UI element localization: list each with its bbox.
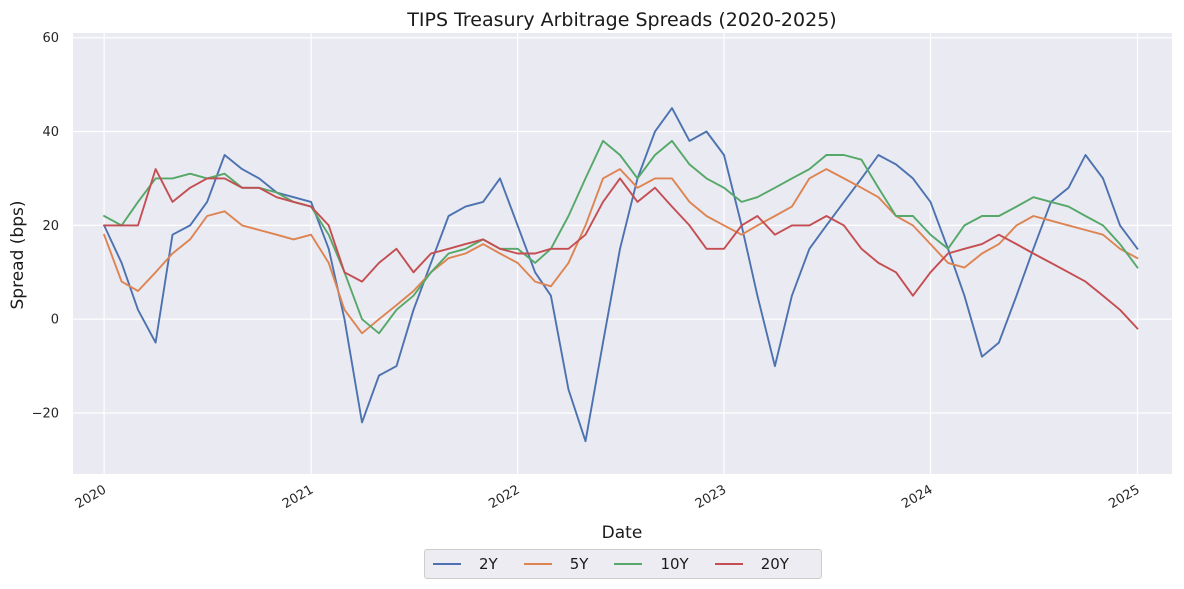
legend-item-10y: 10Y: [614, 555, 689, 573]
x-tick-label: 2024: [899, 482, 935, 512]
series-line-20y: [103, 168, 1139, 330]
x-axis-label: Date: [602, 523, 643, 543]
chart-title: TIPS Treasury Arbitrage Spreads (2020-20…: [406, 9, 836, 31]
grid-lines: [73, 33, 1172, 474]
series-line-10y: [103, 139, 1139, 335]
y-tick-label: 60: [42, 31, 59, 46]
x-tick-label: 2023: [693, 482, 729, 512]
legend-item-2y: 2Y: [433, 555, 498, 573]
legend: 2Y 5Y 10Y 20Y: [424, 549, 822, 579]
x-tick-label: 2020: [73, 482, 109, 512]
legend-swatch-10y: [614, 563, 643, 565]
series-lines: [103, 107, 1139, 443]
legend-label-10y: 10Y: [660, 555, 689, 573]
legend-swatch-5y: [523, 563, 552, 565]
legend-item-20y: 20Y: [714, 555, 789, 573]
y-tick-labels: 60 40 20 0 −20: [32, 31, 59, 421]
x-tick-label: 2022: [486, 482, 522, 512]
legend-label-2y: 2Y: [479, 555, 498, 573]
y-tick-label: 40: [42, 125, 59, 140]
x-tick-label: 2021: [280, 482, 316, 512]
legend-swatch-20y: [714, 563, 743, 565]
y-axis-label: Spread (bps): [8, 201, 28, 310]
x-tick-label: 2025: [1106, 482, 1142, 512]
plot-background: [73, 33, 1172, 474]
y-tick-label: 0: [51, 313, 59, 328]
series-line-5y: [103, 168, 1139, 335]
y-tick-label: −20: [32, 407, 59, 422]
legend-swatch-2y: [433, 563, 461, 565]
legend-item-5y: 5Y: [523, 555, 589, 573]
legend-label-5y: 5Y: [569, 555, 589, 573]
x-tick-labels: 2020 2021 2022 2023 2024 2025: [73, 482, 1143, 512]
y-tick-label: 20: [42, 219, 59, 234]
legend-label-20y: 20Y: [760, 555, 789, 573]
